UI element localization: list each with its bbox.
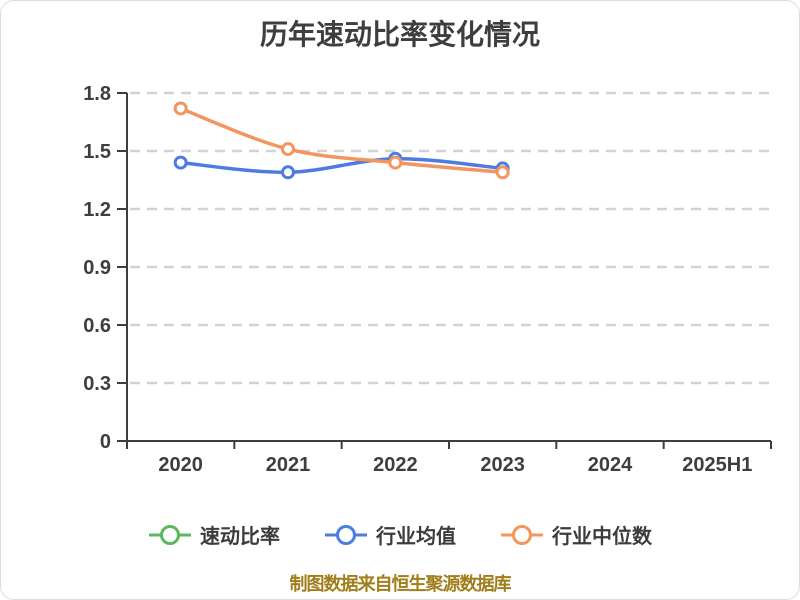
data-point-行业均值-2021[interactable]: [281, 165, 295, 180]
series-line-行业中位数: [178, 106, 505, 175]
x-tick-label: 2023: [480, 454, 525, 476]
x-tick-label: 2022: [373, 454, 418, 476]
legend-label-industry-mean: 行业均值: [376, 526, 456, 548]
data-point-行业中位数-2021[interactable]: [281, 142, 295, 157]
chart-title: 历年速动比率变化情况: [259, 19, 540, 50]
y-tick-label: 0.9: [83, 257, 111, 279]
legend-item-industry-mean[interactable]: 行业均值: [324, 520, 456, 549]
y-tick-label: 1.8: [83, 83, 111, 105]
legend-item-quick-ratio[interactable]: 速动比率: [148, 520, 280, 549]
y-tick-label: 0: [100, 431, 111, 453]
series-line-行业均值: [178, 156, 505, 175]
line-circle-marker-icon: [149, 524, 191, 545]
data-point-行业中位数-2020[interactable]: [173, 101, 188, 116]
line-circle-marker-icon: [325, 524, 367, 545]
x-tick-label: 2020: [158, 454, 203, 476]
data-point-行业中位数-2022[interactable]: [388, 155, 403, 170]
x-tick-label: 2025H1: [682, 454, 752, 476]
legend: 速动比率 行业均值 行业中位数: [1, 520, 799, 549]
legend-item-industry-median[interactable]: 行业中位数: [500, 520, 652, 549]
legend-label-quick-ratio: 速动比率: [200, 526, 280, 548]
y-tick-label: 0.3: [83, 373, 111, 395]
data-source-note: 制图数据来自恒生聚源数据库: [289, 574, 512, 594]
y-tick-label: 1.2: [83, 199, 111, 221]
data-point-行业均值-2020[interactable]: [173, 155, 188, 170]
plot-area: 0 0.3 0.6 0.9 1.2 1.5 1.8 2020 2021 2022 2023 2024 2…: [83, 83, 772, 476]
x-tick-label: 2024: [588, 454, 633, 476]
x-tick-label: 2021: [266, 454, 311, 476]
legend-label-industry-median: 行业中位数: [552, 526, 652, 548]
line-circle-marker-icon: [501, 524, 543, 545]
data-point-行业中位数-2023[interactable]: [495, 165, 510, 180]
y-tick-label: 0.6: [83, 315, 111, 337]
y-tick-label: 1.5: [83, 141, 111, 163]
